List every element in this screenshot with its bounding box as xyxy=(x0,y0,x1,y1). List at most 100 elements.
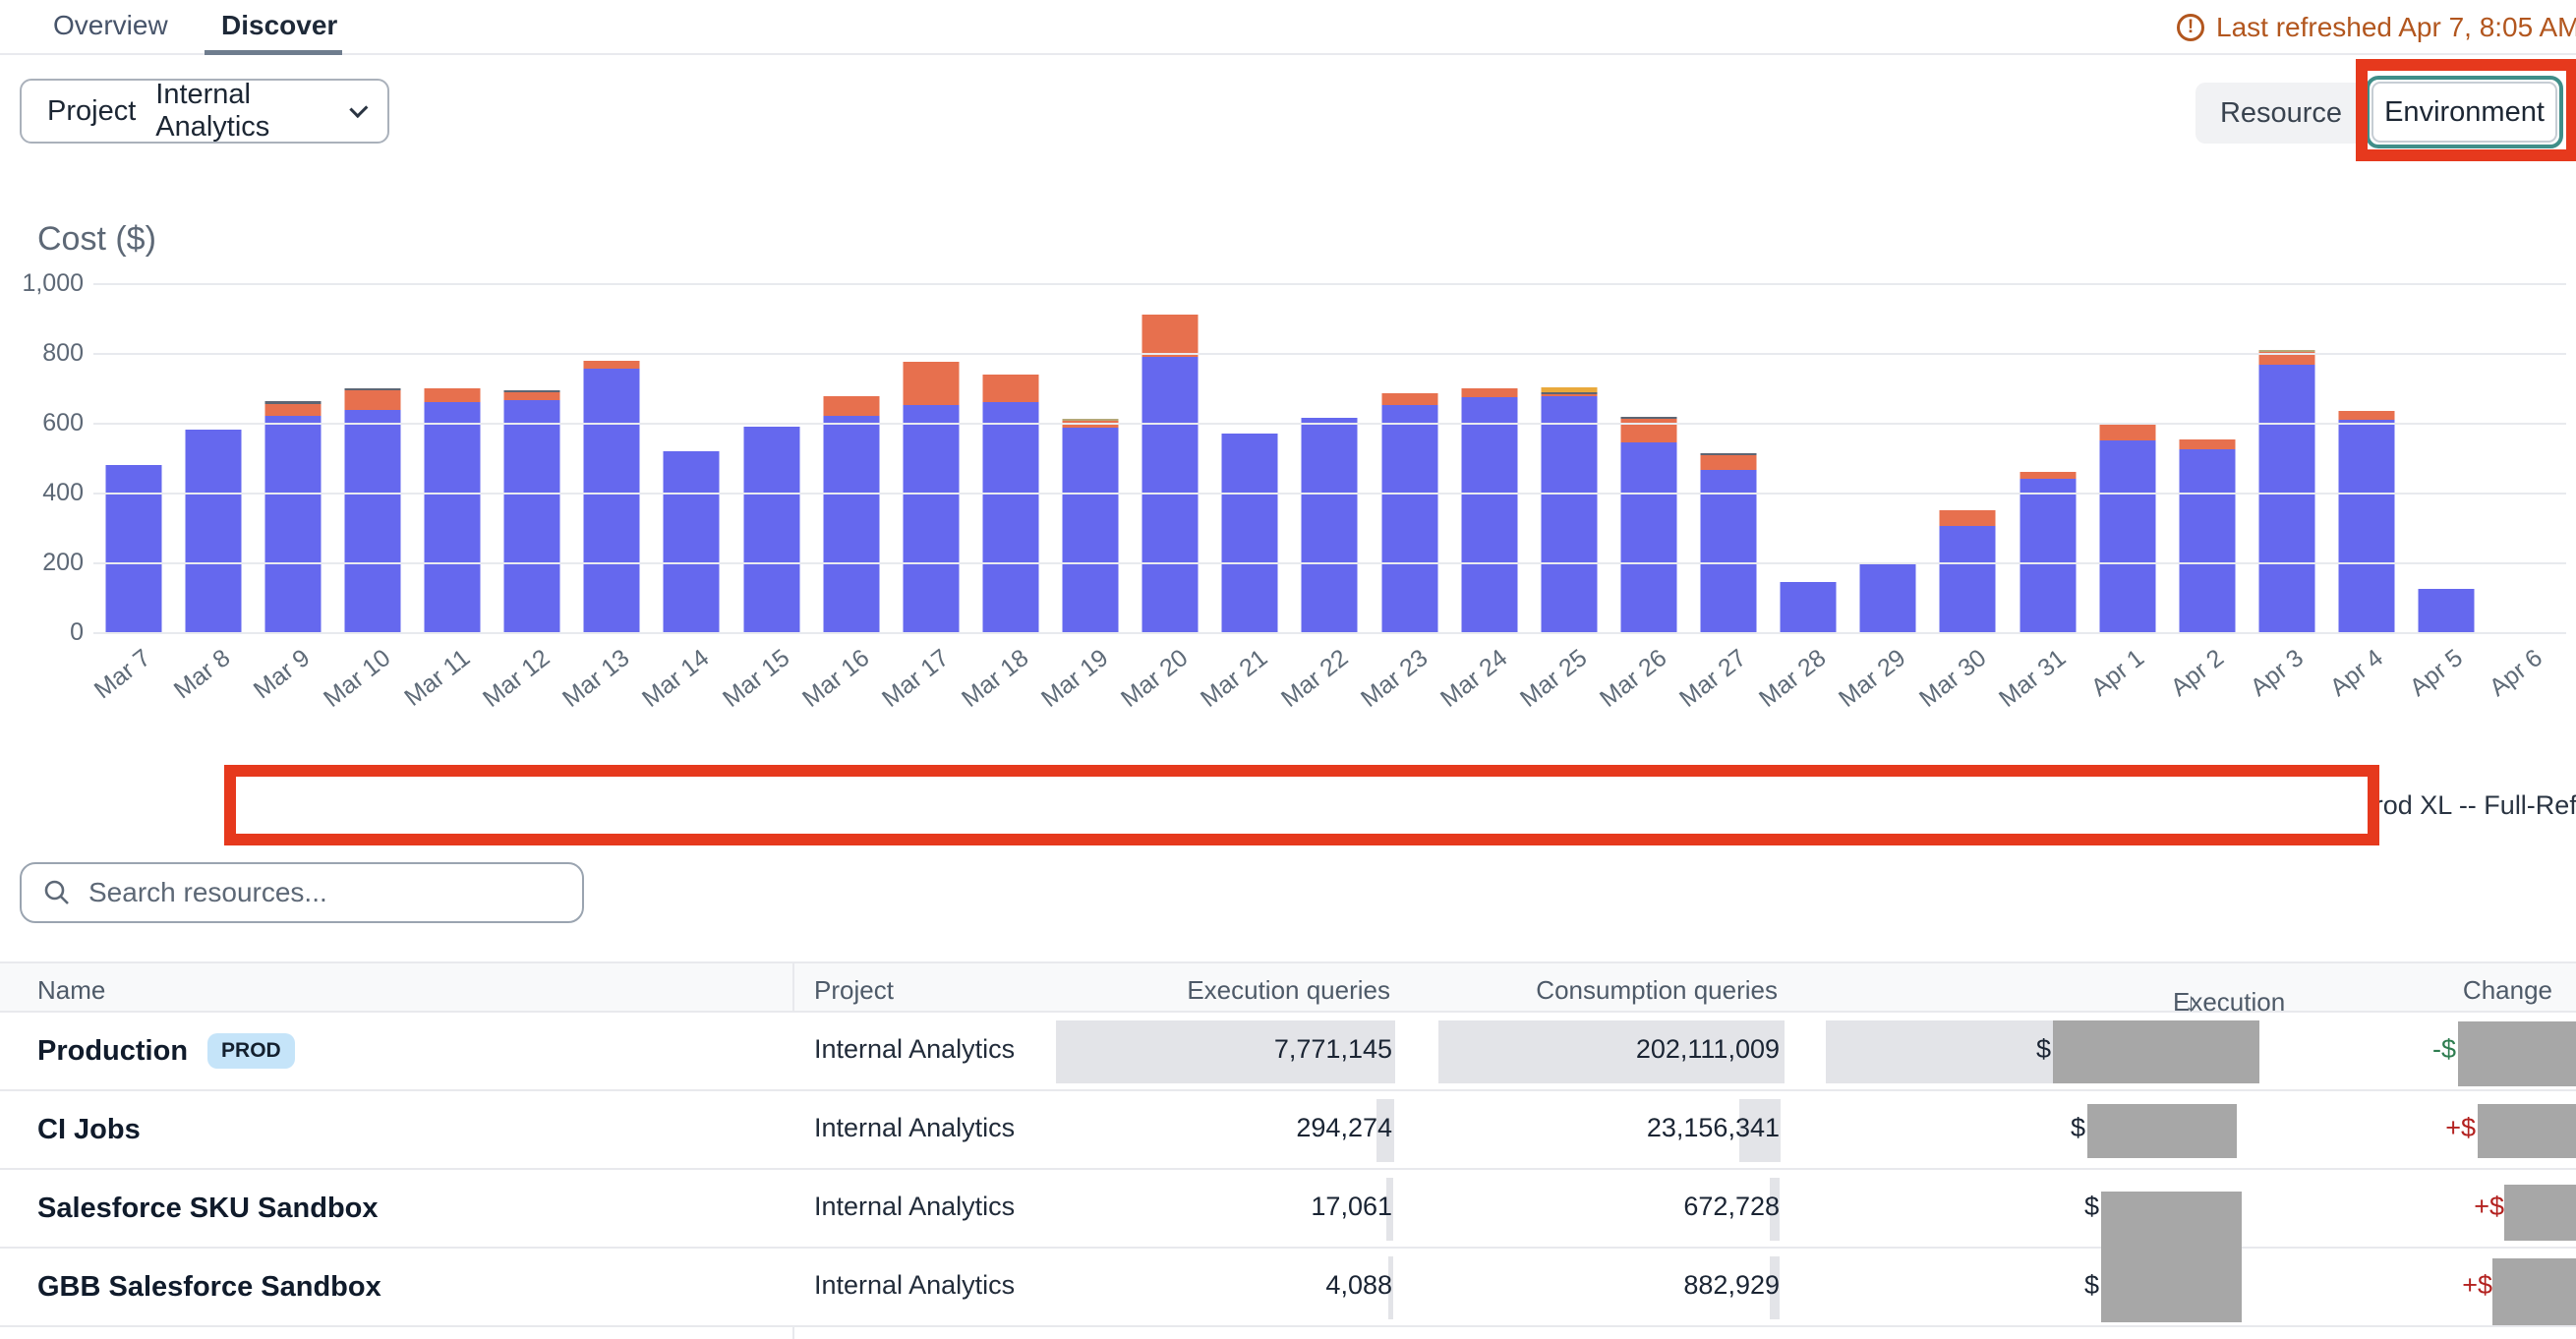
table-row[interactable]: Salesforce SKU SandboxInternal Analytics… xyxy=(0,1170,2576,1249)
legend-color-chip xyxy=(281,786,309,824)
search-input[interactable] xyxy=(88,877,560,908)
bar-segment xyxy=(584,361,640,369)
legend-item[interactable]: [RESTRICTED] Prod XL -- Full-Refresh job… xyxy=(2123,786,2576,824)
chart-column-mar-10[interactable] xyxy=(332,283,412,632)
bar-segment xyxy=(1302,418,1358,632)
legend-item[interactable]: Development - Maintenance Jobs xyxy=(835,786,1272,824)
x-axis-tick-label: Mar 9 xyxy=(249,644,316,705)
legend-label: [RESTRICTED] Prod XL -- Full-Refresh job… xyxy=(2165,790,2576,821)
chart-column-mar-20[interactable] xyxy=(1131,283,1210,632)
x-axis-tick-label: Mar 19 xyxy=(1036,644,1114,714)
chart-column-mar-24[interactable] xyxy=(1449,283,1529,632)
legend-item[interactable]: GBB Salesforce Sandbox xyxy=(1327,786,1670,824)
column-header-execution-queries[interactable]: Execution queries xyxy=(1187,975,1390,1006)
chart-column-mar-27[interactable] xyxy=(1689,283,1769,632)
chart-column-mar-21[interactable] xyxy=(1210,283,1290,632)
chart-column-mar-13[interactable] xyxy=(572,283,652,632)
bar-segment xyxy=(903,405,959,632)
chart-column-mar-22[interactable] xyxy=(1290,283,1370,632)
redacted-execution-cost xyxy=(2101,1192,2242,1322)
bar-segment xyxy=(185,430,241,632)
change-sign: +$ xyxy=(2474,1192,2504,1222)
last-refreshed-text: Last refreshed Apr 7, 8:05 AM PD xyxy=(2216,12,2576,43)
stacked-bar xyxy=(1940,510,1996,632)
project-cell: Internal Analytics xyxy=(814,1034,1015,1065)
execution-queries-value: 4,088 xyxy=(1325,1270,1392,1301)
chart-column-mar-30[interactable] xyxy=(1928,283,2008,632)
chart-column-mar-28[interactable] xyxy=(1769,283,1848,632)
chart-column-mar-19[interactable] xyxy=(1051,283,1131,632)
chart-column-mar-11[interactable] xyxy=(413,283,493,632)
chart-column-mar-25[interactable] xyxy=(1529,283,1609,632)
project-filter-dropdown[interactable]: Project Internal Analytics xyxy=(20,79,389,144)
tab-discover[interactable]: Discover xyxy=(221,10,337,41)
bar-segment xyxy=(823,416,879,632)
column-header-consumption-queries[interactable]: Consumption queries xyxy=(1536,975,1778,1006)
tab-overview[interactable]: Overview xyxy=(53,10,168,41)
chart-column-apr-6[interactable] xyxy=(2487,283,2566,632)
x-axis-tick-label: Mar 14 xyxy=(637,644,715,714)
chart-column-mar-8[interactable] xyxy=(173,283,253,632)
column-header-change[interactable]: Change xyxy=(2463,975,2552,1006)
chart-column-apr-5[interactable] xyxy=(2407,283,2487,632)
chart-column-mar-14[interactable] xyxy=(652,283,732,632)
tab-bar: Overview Discover ! Last refreshed Apr 7… xyxy=(0,0,2576,55)
bar-segment xyxy=(2419,589,2475,632)
legend-item[interactable]: Production xyxy=(423,786,592,824)
resource-toggle-button[interactable]: Resource xyxy=(2195,83,2367,144)
chart-column-mar-9[interactable] xyxy=(253,283,332,632)
chart-legend: N/A Production CI Jobs Development - Mainte… xyxy=(236,777,2368,834)
x-axis-tick-label: Mar 7 xyxy=(88,644,155,705)
bar-segment xyxy=(1461,388,1517,397)
bar-segment xyxy=(1222,434,1278,632)
resource-name-cell: GBB Salesforce Sandbox xyxy=(37,1249,381,1325)
chart-column-apr-2[interactable] xyxy=(2167,283,2247,632)
chart-column-mar-12[interactable] xyxy=(493,283,572,632)
column-header-project[interactable]: Project xyxy=(814,975,894,1006)
x-axis-tick-label: Apr 1 xyxy=(2085,644,2149,703)
y-axis-tick-label: 600 xyxy=(7,409,84,437)
x-axis-tick-label: Mar 21 xyxy=(1196,644,1273,714)
table-row[interactable]: ProductionPRODInternal Analytics7,771,14… xyxy=(0,1013,2576,1091)
chart-column-mar-17[interactable] xyxy=(891,283,970,632)
chart-column-mar-18[interactable] xyxy=(970,283,1050,632)
resource-name-cell: Salesforce SKU Sandbox xyxy=(37,1170,379,1247)
chart-column-apr-4[interactable] xyxy=(2327,283,2407,632)
bar-segment xyxy=(264,416,321,632)
column-header-name[interactable]: Name xyxy=(37,975,105,1006)
legend-label: Development - Maintenance Jobs xyxy=(877,790,1272,821)
chevron-down-icon xyxy=(349,99,368,118)
stacked-bar xyxy=(1142,315,1199,632)
change-sign: +$ xyxy=(2445,1113,2476,1143)
chart-column-apr-3[interactable] xyxy=(2247,283,2326,632)
legend-label: N/A xyxy=(323,790,368,821)
legend-color-chip xyxy=(1726,786,1753,824)
bar-segment xyxy=(1541,396,1597,632)
redacted-change-value xyxy=(2478,1104,2576,1158)
legend-item[interactable]: CI Jobs xyxy=(647,786,780,824)
x-axis-tick-label: Mar 28 xyxy=(1754,644,1832,714)
chart-column-mar-26[interactable] xyxy=(1609,283,1688,632)
environment-toggle-button[interactable]: Environment xyxy=(2371,82,2557,143)
table-row[interactable]: CI JobsInternal Analytics294,27423,156,3… xyxy=(0,1091,2576,1170)
chart-column-mar-16[interactable] xyxy=(811,283,891,632)
x-axis-tick-label: Apr 6 xyxy=(2485,644,2548,703)
legend-item[interactable]: Salesforce SKU Sandbox xyxy=(1726,786,2068,824)
stacked-bar xyxy=(1860,564,1916,632)
legend-item[interactable]: N/A xyxy=(281,786,368,824)
stacked-bar xyxy=(2179,439,2235,632)
x-axis-tick-label: Apr 3 xyxy=(2246,644,2310,703)
chart-column-apr-1[interactable] xyxy=(2087,283,2167,632)
x-axis-tick-label: Mar 15 xyxy=(718,644,795,714)
consumption-queries-value: 202,111,009 xyxy=(1636,1034,1780,1065)
chart-column-mar-23[interactable] xyxy=(1370,283,1449,632)
legend-color-chip xyxy=(1327,786,1355,824)
stacked-bar xyxy=(1781,582,1837,632)
bar-segment xyxy=(664,451,720,632)
redacted-execution-cost xyxy=(2087,1104,2237,1158)
chart-column-mar-7[interactable] xyxy=(93,283,173,632)
chart-column-mar-31[interactable] xyxy=(2008,283,2087,632)
chart-column-mar-29[interactable] xyxy=(1848,283,1928,632)
chart-column-mar-15[interactable] xyxy=(732,283,811,632)
consumption-queries-value: 672,728 xyxy=(1683,1192,1780,1222)
